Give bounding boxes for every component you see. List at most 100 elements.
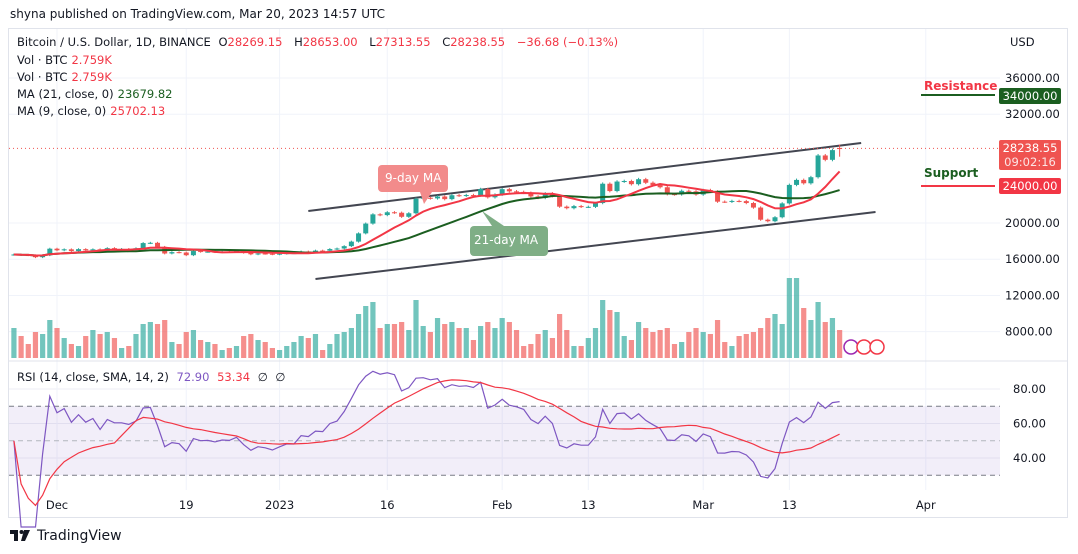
candle-body xyxy=(549,193,555,197)
candle-body xyxy=(643,179,649,183)
resistance-price-tag: 34000.00 xyxy=(999,88,1061,104)
candle-body xyxy=(269,253,275,255)
volume-bar xyxy=(133,334,139,358)
candle-body xyxy=(743,201,749,204)
volume-bar xyxy=(248,334,254,358)
volume-bar xyxy=(413,300,419,358)
resistance-label: Resistance xyxy=(924,79,998,93)
volume-bar xyxy=(564,330,570,358)
volume-bar xyxy=(334,334,340,358)
ma9-callout-text: 9-day MA xyxy=(385,171,442,185)
tradingview-logo[interactable]: TradingView xyxy=(10,528,122,544)
candle-body xyxy=(406,213,412,217)
candle-body xyxy=(729,200,735,202)
candle-body xyxy=(54,248,60,251)
volume-bar xyxy=(470,340,477,358)
volume-bar xyxy=(607,310,613,358)
candle-body xyxy=(83,249,89,251)
candle-body xyxy=(822,155,828,160)
price-tick-label: 12000.00 xyxy=(1005,288,1060,302)
volume-legend-2[interactable]: Vol · BTC 2.759K xyxy=(17,70,116,84)
volume-bar xyxy=(714,320,721,358)
candle-body xyxy=(564,206,570,209)
candle-body xyxy=(320,250,326,252)
volume-bar xyxy=(169,342,175,358)
volume-bar xyxy=(600,300,606,358)
candle-body xyxy=(478,189,484,196)
date-tick-label: Mar xyxy=(692,498,714,512)
volume-bar xyxy=(729,346,735,358)
volume-bar xyxy=(54,328,60,358)
volume-bar xyxy=(420,326,426,358)
candle-body xyxy=(506,189,512,192)
volume-bar xyxy=(104,332,110,358)
candle-body xyxy=(442,196,448,200)
rsi-sma-line xyxy=(13,379,840,507)
volume-bar xyxy=(463,328,469,358)
rsi-tick-label: 80.00 xyxy=(1013,382,1046,396)
symbol-legend: Bitcoin / U.S. Dollar, 1D, BINANCE O2826… xyxy=(17,35,622,49)
volume-bar xyxy=(219,350,225,358)
lower-channel-line xyxy=(315,211,876,281)
rsi-tick-label: 40.00 xyxy=(1013,451,1046,465)
volume-bar xyxy=(47,320,53,358)
ma21-callout-text: 21-day MA xyxy=(474,233,539,247)
date-tick-label: Apr xyxy=(916,498,936,512)
volume-bar xyxy=(391,324,398,358)
candle-body xyxy=(779,203,785,218)
volume-bar xyxy=(61,338,67,358)
ma21-legend[interactable]: MA (21, close, 0) 23679.82 xyxy=(17,87,177,101)
candle-body xyxy=(449,195,455,200)
volume-bar xyxy=(499,318,505,358)
candle-body xyxy=(47,248,53,256)
volume-bar xyxy=(162,320,168,358)
rsi-legend[interactable]: RSI (14, close, SMA, 14, 2) 72.90 53.34 … xyxy=(17,370,289,384)
volume-legend-1[interactable]: Vol · BTC 2.759K xyxy=(17,53,116,67)
ma9-value: 25702.13 xyxy=(110,104,166,118)
candle-body xyxy=(327,249,333,251)
candle-body xyxy=(815,155,821,178)
volume-bar xyxy=(40,334,46,358)
candle-body xyxy=(758,207,764,220)
volume-bar xyxy=(829,318,836,358)
candle-body xyxy=(808,177,814,184)
date-tick-label: 16 xyxy=(380,498,395,512)
candle-body xyxy=(786,184,792,204)
candle-body xyxy=(607,183,613,192)
rsi-extra-value: ∅ xyxy=(275,370,286,384)
volume-bar xyxy=(154,324,161,358)
volume-bar xyxy=(786,278,792,358)
volume-bar xyxy=(614,312,620,358)
volume-bar xyxy=(363,306,369,358)
candle-body xyxy=(68,249,74,252)
candle-body xyxy=(312,250,318,252)
candle-body xyxy=(750,203,756,208)
tradingview-logo-icon xyxy=(10,530,30,541)
volume-bar xyxy=(205,342,211,358)
rsi-sma-value: 53.34 xyxy=(217,370,251,384)
support-line xyxy=(921,185,995,187)
volume-bar xyxy=(355,314,362,358)
candle-body xyxy=(585,206,591,208)
open-label: O xyxy=(218,35,228,49)
volume-bar xyxy=(585,338,591,358)
volume-bar xyxy=(485,322,491,358)
date-tick-label: 13 xyxy=(782,498,797,512)
volume-bar xyxy=(693,328,699,358)
candle-body xyxy=(686,190,692,192)
ma21-callout-pointer xyxy=(482,211,504,226)
volume-bar xyxy=(628,340,634,358)
volume-bar xyxy=(262,342,268,358)
lightning-event-icon xyxy=(843,339,859,355)
ma9-legend[interactable]: MA (9, close, 0) 25702.13 xyxy=(17,104,169,118)
countdown-timer: 09:02:16 xyxy=(1004,155,1056,169)
volume-bar xyxy=(750,332,757,358)
high-label: H xyxy=(294,35,303,49)
candle-body xyxy=(657,185,663,188)
candle-body xyxy=(248,252,254,255)
low-value: 27313.55 xyxy=(375,35,431,49)
chart-frame[interactable] xyxy=(8,28,1068,518)
volume-bar xyxy=(327,344,333,358)
volume-bar xyxy=(571,346,577,358)
